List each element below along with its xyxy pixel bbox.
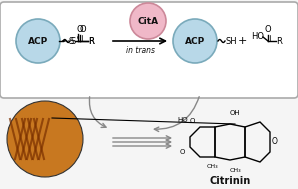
Text: ACP: ACP bbox=[28, 36, 48, 46]
Text: HO: HO bbox=[177, 117, 188, 123]
Circle shape bbox=[7, 101, 83, 177]
Text: CH₃: CH₃ bbox=[206, 164, 218, 169]
Circle shape bbox=[16, 19, 60, 63]
Text: R: R bbox=[89, 36, 94, 46]
Text: OH: OH bbox=[230, 110, 240, 116]
Text: O: O bbox=[189, 118, 195, 124]
Text: SH: SH bbox=[226, 36, 237, 46]
FancyArrowPatch shape bbox=[89, 97, 106, 127]
Text: CH₃: CH₃ bbox=[229, 168, 241, 173]
FancyBboxPatch shape bbox=[0, 2, 298, 98]
Text: in trans: in trans bbox=[125, 46, 154, 55]
Text: ACP: ACP bbox=[185, 36, 205, 46]
Text: HO: HO bbox=[251, 32, 264, 41]
Circle shape bbox=[173, 19, 217, 63]
Text: ~S: ~S bbox=[62, 36, 74, 46]
Text: R: R bbox=[277, 36, 283, 46]
Text: O: O bbox=[180, 149, 185, 155]
Text: O: O bbox=[79, 25, 86, 34]
Text: O: O bbox=[77, 25, 83, 33]
Text: S: S bbox=[71, 36, 76, 46]
Circle shape bbox=[130, 3, 166, 39]
Text: R: R bbox=[88, 36, 94, 46]
FancyArrowPatch shape bbox=[154, 97, 199, 132]
Text: +: + bbox=[237, 36, 247, 46]
Text: O: O bbox=[265, 25, 271, 33]
Text: CitA: CitA bbox=[137, 16, 159, 26]
Text: Citrinin: Citrinin bbox=[209, 176, 251, 186]
Text: O: O bbox=[272, 138, 278, 146]
